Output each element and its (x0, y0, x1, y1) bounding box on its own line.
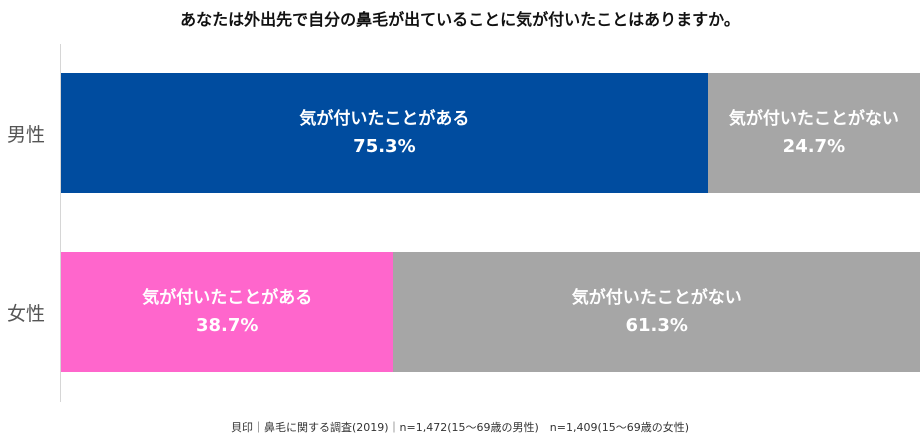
segment-value-male-noticed: 75.3% (353, 136, 416, 157)
chart-title: あなたは外出先で自分の鼻毛が出ていることに気が付いたことはありますか。 (180, 10, 740, 29)
bar-segment-male-not-noticed: 気が付いたことがない 24.7% (707, 73, 920, 193)
category-label-male: 男性 (6, 124, 45, 146)
segment-value-female-not-noticed: 61.3% (625, 315, 688, 336)
segment-label-male-noticed: 気が付いたことがある (299, 109, 470, 129)
category-label-female: 女性 (6, 303, 45, 325)
segment-label-female-not-noticed: 気が付いたことがない (571, 288, 742, 308)
segment-value-female-noticed: 38.7% (195, 315, 259, 336)
segment-value-male-not-noticed: 24.7% (782, 136, 846, 157)
segment-label-male-not-noticed: 気が付いたことがない (728, 109, 899, 129)
category-axis-line (60, 44, 61, 402)
bar-segment-female-not-noticed: 気が付いたことがない 61.3% (393, 252, 920, 372)
bar-segment-female-noticed: 気が付いたことがある 38.7% (61, 252, 394, 372)
bar-segment-male-noticed: 気が付いたことがある 75.3% (61, 73, 708, 193)
bar-row-male: 気が付いたことがある 75.3% 気が付いたことがない 24.7% (61, 73, 920, 193)
source-note: 貝印｜鼻毛に関する調査(2019)｜n=1,472(15〜69歳の男性) n=1… (230, 421, 690, 434)
segment-label-female-noticed: 気が付いたことがある (142, 288, 313, 308)
bar-row-female: 気が付いたことがある 38.7% 気が付いたことがない 61.3% (61, 252, 920, 372)
